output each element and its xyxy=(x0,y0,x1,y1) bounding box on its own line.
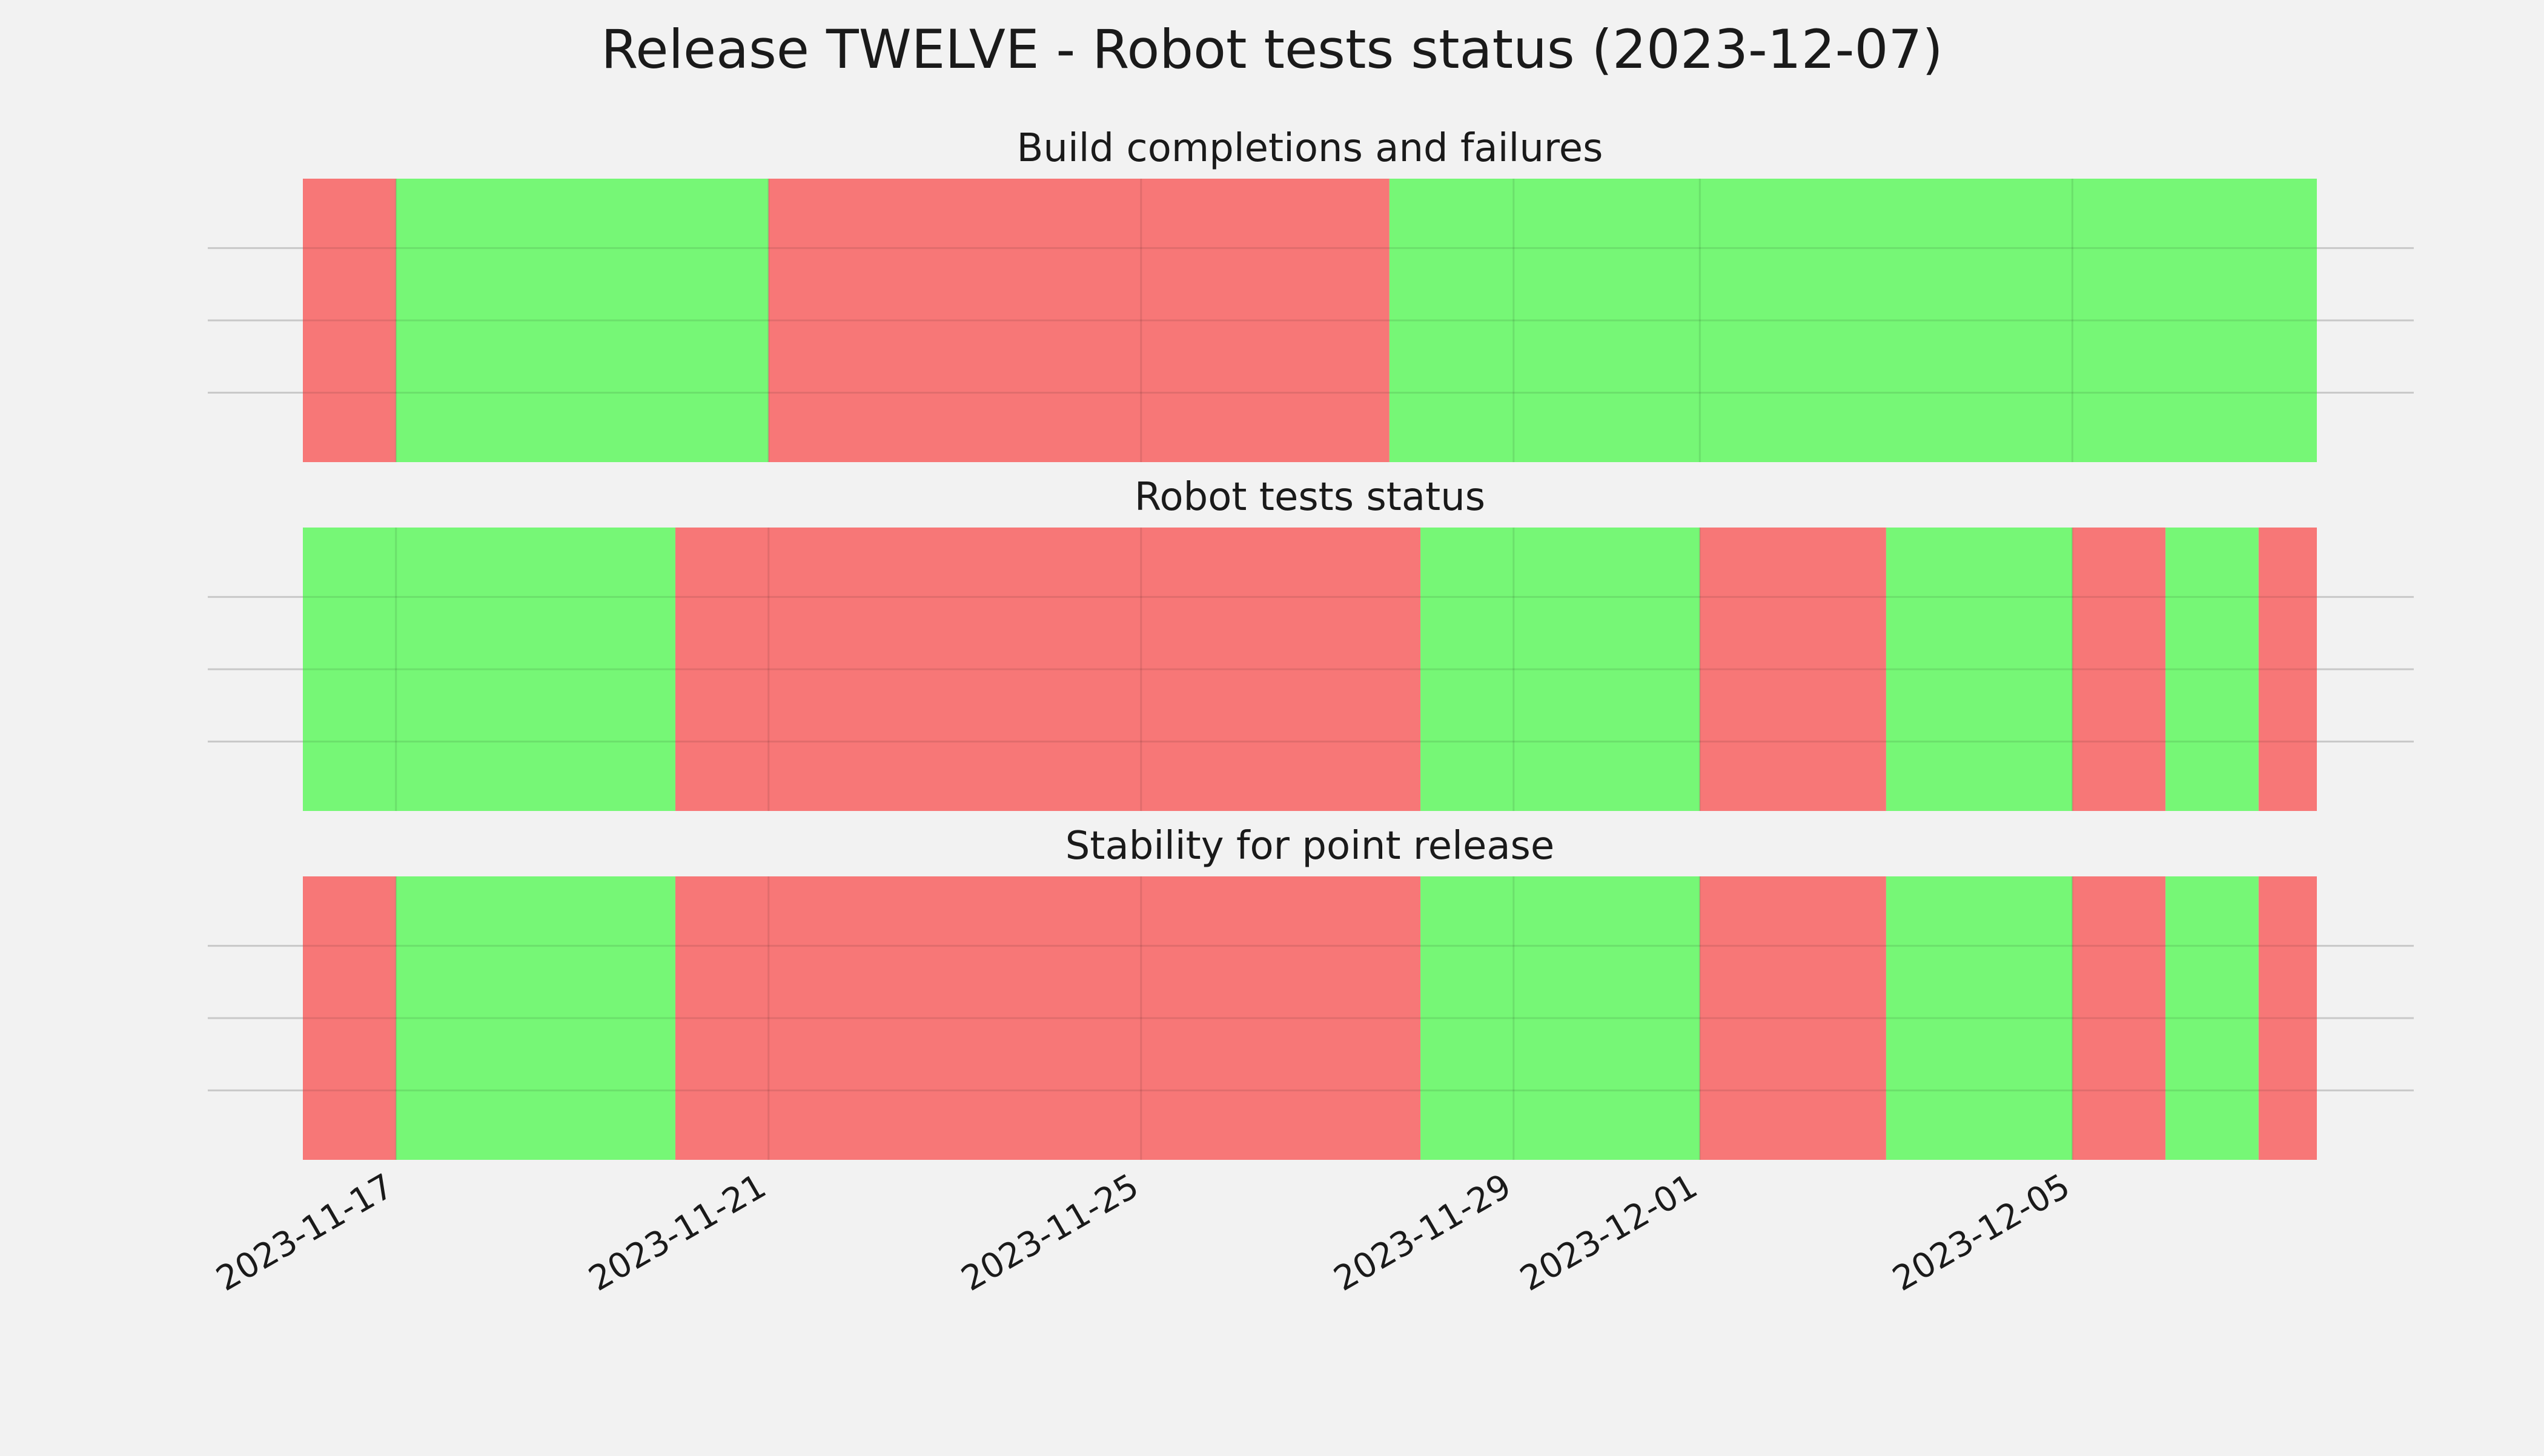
status-segment-pass xyxy=(2165,876,2259,1160)
x-axis: 2023-11-17 2023-11-21 2023-11-25 2023-11-29… xyxy=(210,1166,2076,1299)
status-segment-fail xyxy=(2258,876,2317,1160)
status-segment-pass xyxy=(1420,876,1700,1160)
status-segment-fail xyxy=(303,179,396,462)
status-segment-pass xyxy=(396,876,676,1160)
panels-layer: Build completions and failures Robot test… xyxy=(208,126,2414,1160)
x-tick-label: 2023-12-05 xyxy=(1886,1166,2076,1299)
chart-title: Release TWELVE - Robot tests status (202… xyxy=(601,18,1943,81)
status-segment-pass xyxy=(396,179,769,462)
timeline-panel: Robot tests status xyxy=(208,475,2414,811)
status-segment-pass xyxy=(303,528,676,811)
status-segment-fail xyxy=(675,876,1421,1160)
status-segment-pass xyxy=(1886,528,2073,811)
status-segment-fail xyxy=(1700,528,1886,811)
status-segment-fail xyxy=(675,528,1421,811)
status-segment-fail xyxy=(2258,528,2317,811)
x-tick-label: 2023-11-29 xyxy=(1327,1166,1517,1299)
timeline-panel: Build completions and failures xyxy=(208,126,2414,462)
status-segment-pass xyxy=(1420,528,1700,811)
status-segment-fail xyxy=(2072,528,2166,811)
panel-title: Build completions and failures xyxy=(1017,126,1603,171)
x-tick-label: 2023-12-01 xyxy=(1514,1166,1704,1299)
status-segment-pass xyxy=(1389,179,2317,462)
x-tick-label: 2023-11-25 xyxy=(955,1166,1145,1299)
status-segment-pass xyxy=(1886,876,2073,1160)
status-segment-fail xyxy=(303,876,396,1160)
status-segment-fail xyxy=(768,179,1390,462)
x-tick-label: 2023-11-21 xyxy=(582,1166,772,1299)
status-segment-fail xyxy=(1700,876,1886,1160)
panel-title: Stability for point release xyxy=(1065,824,1555,869)
status-segment-fail xyxy=(2072,876,2166,1160)
x-tick-label: 2023-11-17 xyxy=(210,1166,400,1299)
status-segment-pass xyxy=(2165,528,2259,811)
panel-title: Robot tests status xyxy=(1135,475,1485,520)
timeline-panel: Stability for point release xyxy=(208,824,2414,1160)
